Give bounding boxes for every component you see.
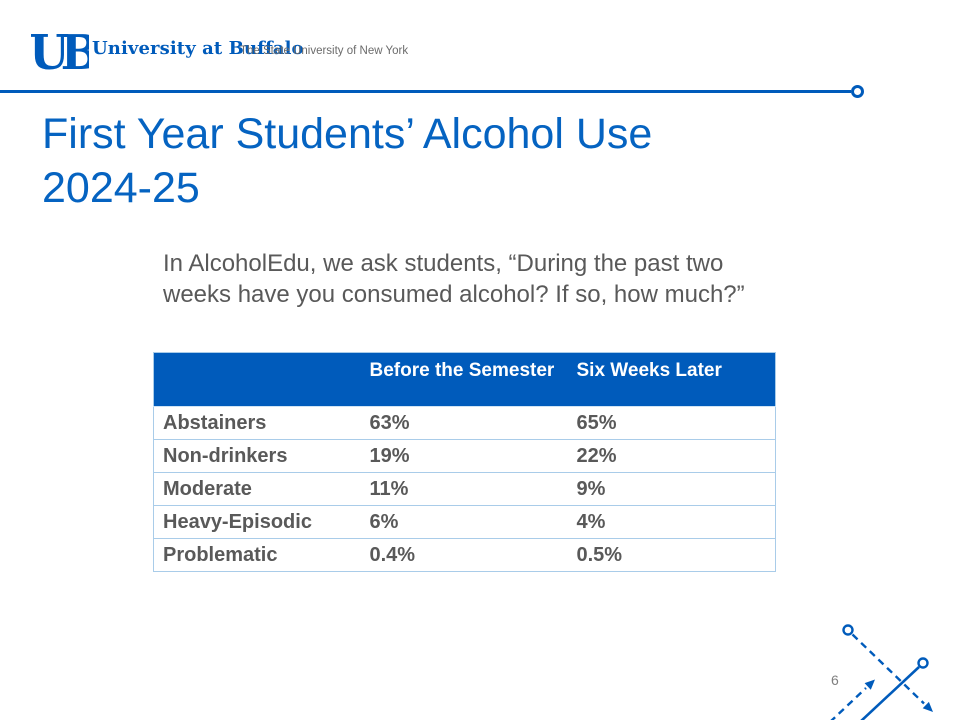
divider-end-circle-icon	[851, 85, 864, 98]
arrowhead-up-right-icon	[864, 679, 875, 690]
divider-line	[0, 90, 851, 93]
header-cell-blank	[153, 352, 361, 407]
solid-line-down-left	[860, 666, 920, 720]
row-after-value: 9%	[567, 472, 776, 506]
logo-tagline: The State University of New York	[240, 45, 409, 57]
logo-wordmark: University at Buffalo	[92, 38, 304, 59]
row-after-value: 65%	[567, 406, 776, 440]
table-row: Abstainers 63% 65%	[153, 406, 776, 440]
row-before-value: 0.4%	[360, 538, 568, 572]
ub-monogram-icon: UB	[31, 29, 89, 73]
arrowhead-down-right-icon	[922, 701, 933, 712]
page-number: 6	[831, 672, 839, 688]
row-before-value: 11%	[360, 472, 568, 506]
row-label: Heavy-Episodic	[153, 505, 361, 539]
page-title: First Year Students’ Alcohol Use 2024-25	[42, 107, 652, 215]
row-before-value: 6%	[360, 505, 568, 539]
table-row: Moderate 11% 9%	[153, 472, 776, 506]
body-paragraph: In AlcoholEdu, we ask students, “During …	[163, 250, 745, 308]
line-start-circle-icon	[917, 657, 929, 669]
row-label: Abstainers	[153, 406, 361, 440]
page-title-line2: 2024-25	[42, 164, 200, 212]
table-row: Non-drinkers 19% 22%	[153, 439, 776, 473]
row-before-value: 63%	[360, 406, 568, 440]
dashed-line-up-right	[830, 687, 867, 720]
svg-text:UB: UB	[31, 29, 89, 73]
page-title-line1: First Year Students’ Alcohol Use	[42, 110, 653, 158]
row-after-value: 0.5%	[567, 538, 776, 572]
table-header-row: Before the Semester Six Weeks Later	[153, 352, 776, 407]
row-label: Non-drinkers	[153, 439, 361, 473]
corner-arrows-decoration-icon	[830, 624, 933, 720]
row-before-value: 19%	[360, 439, 568, 473]
row-after-value: 4%	[567, 505, 776, 539]
header-cell-after: Six Weeks Later	[567, 352, 776, 407]
table-row: Problematic 0.4% 0.5%	[153, 538, 776, 572]
row-label: Moderate	[153, 472, 361, 506]
row-after-value: 22%	[567, 439, 776, 473]
table-row: Heavy-Episodic 6% 4%	[153, 505, 776, 539]
arrow-start-circle-icon	[842, 624, 854, 636]
row-label: Problematic	[153, 538, 361, 572]
header-cell-before: Before the Semester	[360, 352, 568, 407]
dashed-line-down-right	[851, 633, 925, 705]
alcohol-use-table: Before the Semester Six Weeks Later Abst…	[153, 352, 776, 572]
